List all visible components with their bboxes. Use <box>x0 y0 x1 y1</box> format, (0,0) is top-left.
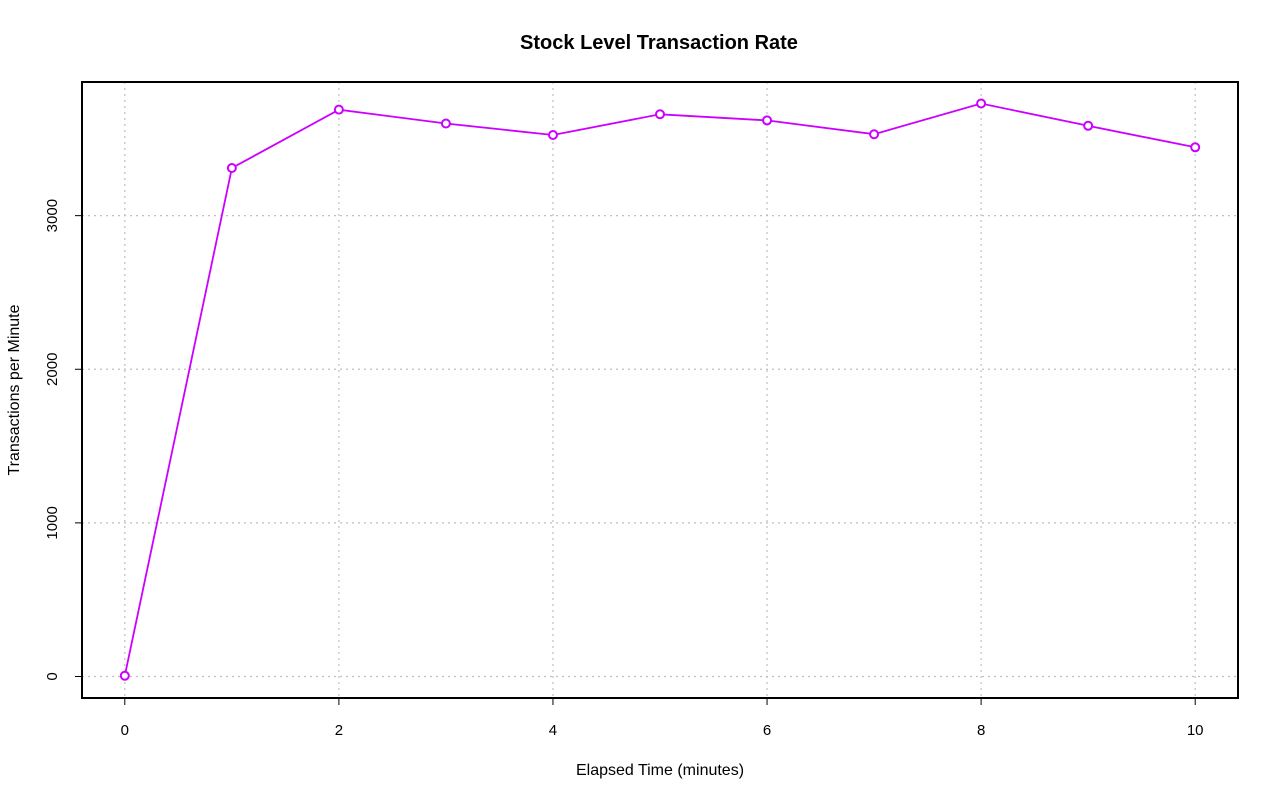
x-axis: 0 2 4 6 8 10 <box>121 697 1204 739</box>
x-tick-label: 4 <box>549 722 557 739</box>
series-group <box>119 98 1201 681</box>
chart-title: Stock Level Transaction Rate <box>520 32 798 54</box>
y-axis-label: Transactions per Minute <box>6 304 23 475</box>
data-point <box>226 163 237 174</box>
plot-frame <box>81 81 1239 699</box>
x-axis-label: Elapsed Time (minutes) <box>576 762 744 779</box>
x-tick-label: 2 <box>335 722 343 739</box>
data-point <box>547 129 558 140</box>
data-point <box>440 118 451 129</box>
y-axis: 0 1000 2000 3000 <box>44 199 83 681</box>
data-point <box>655 109 665 120</box>
y-tick-label: 2000 <box>44 353 61 386</box>
data-point <box>119 670 130 681</box>
y-tick-label: 0 <box>44 672 61 680</box>
data-point <box>976 98 987 109</box>
data-point <box>333 104 344 115</box>
x-tick-label: 8 <box>977 722 985 739</box>
y-tick-label: 1000 <box>44 506 61 539</box>
grid <box>82 82 1238 698</box>
x-tick-label: 6 <box>763 722 771 739</box>
data-point <box>762 115 773 126</box>
data-point <box>869 129 880 140</box>
x-tick-label: 10 <box>1187 722 1204 739</box>
data-point <box>1083 120 1094 131</box>
data-point <box>1190 142 1201 153</box>
y-tick-label: 3000 <box>44 199 61 232</box>
x-tick-label: 0 <box>121 722 129 739</box>
series-line <box>123 102 1196 676</box>
